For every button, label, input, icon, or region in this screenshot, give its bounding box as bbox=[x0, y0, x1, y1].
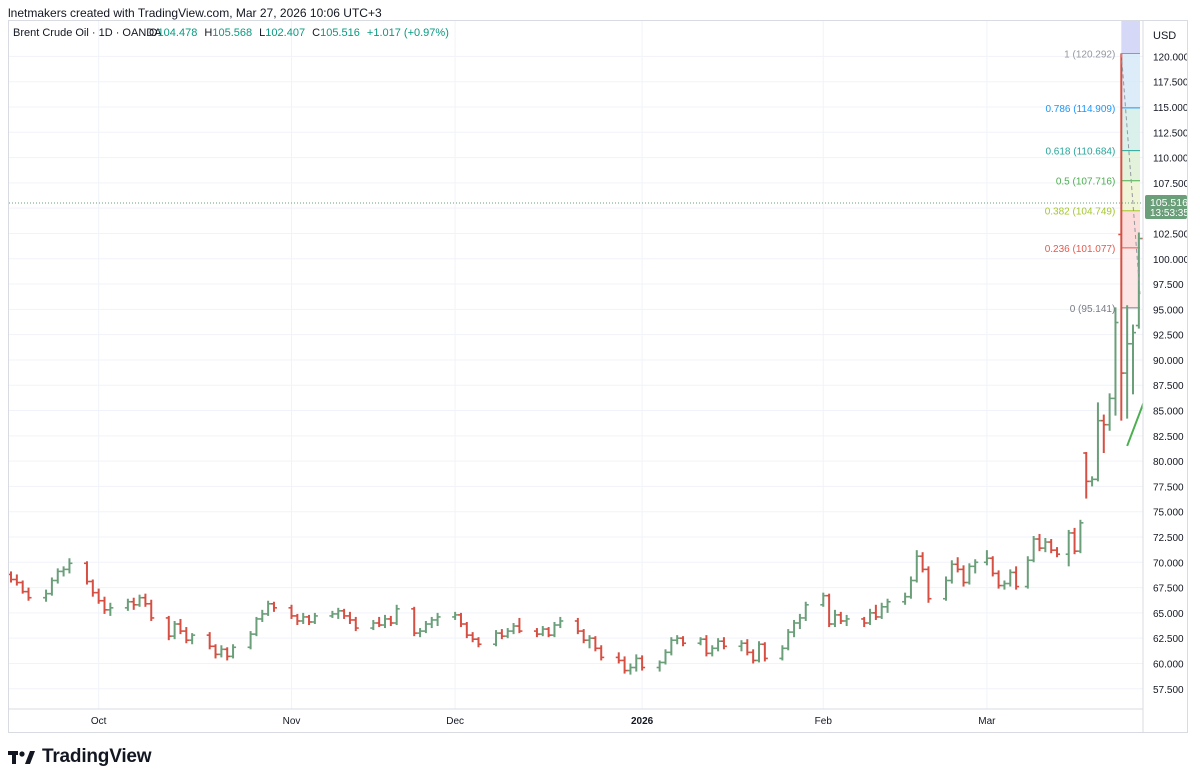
tradingview-logo-icon bbox=[8, 751, 35, 764]
price-tick-label: 107.500 bbox=[1153, 179, 1187, 190]
fibonacci-retracement[interactable]: 1 (120.292) 0.786 (114.909) 0.618 (110.684… bbox=[1045, 21, 1140, 315]
legend-ohlc-values: O104.478 H105.568 L102.407 C105.516 +1.0… bbox=[149, 27, 449, 39]
fib-level-label: 0.236 (101.077) bbox=[1045, 244, 1116, 255]
time-tick-label: Dec bbox=[446, 716, 464, 727]
fib-level-label: 0.786 (114.909) bbox=[1045, 104, 1115, 115]
fib-zone bbox=[1121, 107, 1140, 151]
price-tick-label: 87.500 bbox=[1153, 381, 1184, 392]
price-tick-label: 75.000 bbox=[1153, 508, 1184, 519]
fib-level-label: 0 (95.141) bbox=[1070, 304, 1116, 315]
chart-credit-line: lnetmakers created with TradingView.com,… bbox=[8, 6, 382, 20]
axis-currency: USD bbox=[1153, 30, 1176, 42]
price-tick-label: 117.500 bbox=[1153, 78, 1187, 89]
fib-trend-line[interactable] bbox=[1120, 53, 1141, 295]
fib-zone bbox=[1121, 53, 1140, 108]
symbol-legend[interactable]: Brent Crude Oil · 1D · OANDA O104.478 H1… bbox=[13, 27, 449, 39]
price-tick-label: 85.000 bbox=[1153, 407, 1184, 418]
fib-level-label: 0.5 (107.716) bbox=[1056, 177, 1116, 188]
price-tick-label: 97.500 bbox=[1153, 280, 1184, 291]
price-tick-label: 62.500 bbox=[1153, 634, 1184, 645]
price-tick-label: 102.500 bbox=[1153, 229, 1187, 240]
fib-extension-zone bbox=[1121, 21, 1140, 54]
fib-zone bbox=[1121, 210, 1140, 248]
price-tick-label: 115.000 bbox=[1153, 103, 1187, 114]
time-tick-label: Nov bbox=[283, 716, 301, 727]
tradingview-logo[interactable]: TradingView bbox=[8, 744, 152, 770]
price-tick-label: 57.500 bbox=[1153, 685, 1184, 696]
fib-zone bbox=[1121, 150, 1140, 181]
time-tick-label: Feb bbox=[815, 716, 833, 727]
grid-lines bbox=[9, 21, 1143, 709]
price-tick-label: 60.000 bbox=[1153, 659, 1184, 670]
price-tick-label: 77.500 bbox=[1153, 482, 1184, 493]
price-chart[interactable]: 1 (120.292) 0.786 (114.909) 0.618 (110.684… bbox=[9, 21, 1187, 732]
legend-symbol[interactable]: Brent Crude Oil · 1D · OANDA bbox=[13, 27, 162, 39]
price-tick-label: 65.000 bbox=[1153, 609, 1184, 620]
time-axis[interactable]: Oct Nov Dec 2026 Feb Mar bbox=[9, 708, 1143, 727]
fib-level-label: 0.382 (104.749) bbox=[1045, 207, 1116, 218]
last-price-countdown: 13:53:35 bbox=[1150, 208, 1187, 219]
time-tick-label: Mar bbox=[978, 716, 996, 727]
time-tick-label: Oct bbox=[91, 716, 107, 727]
price-tick-label: 82.500 bbox=[1153, 432, 1184, 443]
price-tick-label: 100.000 bbox=[1153, 255, 1187, 266]
time-tick-label: 2026 bbox=[631, 716, 654, 727]
fib-zone bbox=[1121, 180, 1140, 211]
price-tick-label: 120.000 bbox=[1153, 52, 1187, 63]
price-tick-label: 92.500 bbox=[1153, 331, 1184, 342]
price-tick-label: 80.000 bbox=[1153, 457, 1184, 468]
tradingview-wordmark: TradingView bbox=[42, 746, 152, 767]
fib-level-label: 0.618 (110.684) bbox=[1045, 147, 1115, 158]
price-tick-label: 90.000 bbox=[1153, 356, 1184, 367]
price-axis[interactable]: USD 57.500 60.000 62.500 65.000 67.500 70.000… bbox=[1142, 21, 1187, 732]
price-tick-label: 112.500 bbox=[1153, 128, 1187, 139]
last-price-tag: 105.516 13:53:35 bbox=[1145, 194, 1187, 219]
price-tick-label: 67.500 bbox=[1153, 584, 1184, 595]
price-tick-label: 70.000 bbox=[1153, 558, 1184, 569]
fib-level-label: 1 (120.292) bbox=[1064, 49, 1115, 60]
price-tick-label: 72.500 bbox=[1153, 533, 1184, 544]
price-tick-label: 95.000 bbox=[1153, 305, 1184, 316]
last-price-value: 105.516 bbox=[1150, 197, 1187, 209]
ohlc-series bbox=[9, 53, 1187, 675]
price-tick-label: 110.000 bbox=[1153, 154, 1187, 165]
fib-zone bbox=[1121, 247, 1140, 308]
chart-frame[interactable]: 1 (120.292) 0.786 (114.909) 0.618 (110.684… bbox=[8, 20, 1188, 733]
